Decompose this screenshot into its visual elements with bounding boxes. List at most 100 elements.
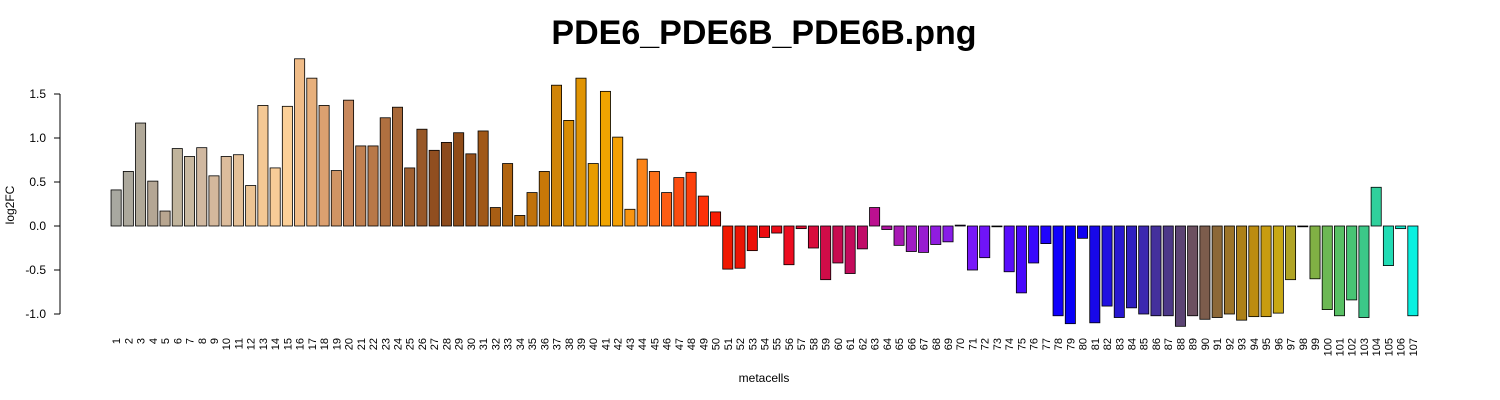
bar-69 <box>942 225 954 243</box>
bar-85 <box>1138 225 1150 315</box>
bar-91 <box>1211 225 1223 318</box>
x-tick-label-105: 105 <box>1383 338 1395 356</box>
x-tick-label-17: 17 <box>307 338 319 350</box>
bar-105 <box>1382 225 1394 266</box>
bar-11 <box>232 154 244 227</box>
bar-7 <box>184 156 195 227</box>
x-tick-label-32: 32 <box>490 338 502 350</box>
bar-29 <box>453 132 465 227</box>
x-tick-label-96: 96 <box>1273 338 1285 350</box>
bar-27 <box>428 149 440 227</box>
bar-46 <box>661 192 673 227</box>
x-tick-label-64: 64 <box>882 338 894 350</box>
y-tick-label: 0.0 <box>29 219 46 233</box>
x-tick-label-103: 103 <box>1359 338 1371 356</box>
bar-65 <box>893 225 905 246</box>
x-tick-label-94: 94 <box>1249 338 1261 350</box>
bar-81 <box>1089 225 1101 324</box>
bar-53 <box>746 225 758 252</box>
y-tick-label: 1.0 <box>29 131 46 145</box>
bar-45 <box>648 171 660 227</box>
bars <box>110 58 1419 327</box>
bar-15 <box>281 105 293 227</box>
bar-2 <box>122 171 134 227</box>
bar-63 <box>869 207 881 227</box>
bar-59 <box>820 225 832 281</box>
x-tick-label-16: 16 <box>295 338 307 350</box>
bar-62 <box>856 225 868 250</box>
bar-92 <box>1223 225 1235 315</box>
bar-23 <box>379 117 391 227</box>
x-tick-label-35: 35 <box>527 338 539 350</box>
x-tick-label-5: 5 <box>160 338 172 344</box>
bar-10 <box>220 156 232 227</box>
x-tick-label-76: 76 <box>1029 338 1041 350</box>
bar-86 <box>1150 225 1162 317</box>
x-tick-label-38: 38 <box>564 338 576 350</box>
bar-74 <box>1003 225 1015 273</box>
bar-44 <box>636 158 648 227</box>
x-tick-label-80: 80 <box>1078 338 1090 350</box>
x-tick-label-106: 106 <box>1396 338 1408 356</box>
x-tick-label-2: 2 <box>123 338 135 344</box>
bar-93 <box>1236 225 1248 321</box>
bar-1 <box>110 189 122 227</box>
bar-54 <box>759 225 770 238</box>
x-tick-label-19: 19 <box>331 338 343 350</box>
x-tick-label-45: 45 <box>649 338 661 350</box>
x-tick-label-49: 49 <box>698 338 710 350</box>
x-tick-label-50: 50 <box>711 338 723 350</box>
x-tick-label-63: 63 <box>870 338 882 350</box>
x-tick-label-54: 54 <box>760 338 772 350</box>
x-axis-label: metacells <box>739 371 790 385</box>
bar-95 <box>1260 225 1272 318</box>
x-tick-label-69: 69 <box>943 338 955 350</box>
x-tick-label-83: 83 <box>1114 338 1126 350</box>
bar-19 <box>330 170 342 227</box>
x-tick-label-10: 10 <box>221 338 233 350</box>
x-tick-label-37: 37 <box>552 338 564 350</box>
bar-84 <box>1126 225 1137 309</box>
x-tick-label-28: 28 <box>441 338 453 350</box>
x-tick-label-20: 20 <box>344 338 356 350</box>
x-tick-label-14: 14 <box>270 338 282 350</box>
x-tick-label-39: 39 <box>576 338 588 350</box>
x-tick-label-95: 95 <box>1261 338 1273 350</box>
bar-35 <box>526 192 538 227</box>
x-tick-label-23: 23 <box>380 338 392 350</box>
y-axis-label: log2FC <box>3 185 17 224</box>
bar-40 <box>587 163 599 227</box>
x-tick-label-61: 61 <box>845 338 857 350</box>
bar-12 <box>245 185 257 227</box>
x-tick-label-52: 52 <box>735 338 747 350</box>
bar-38 <box>563 120 575 227</box>
bar-66 <box>905 225 917 252</box>
x-tick-label-87: 87 <box>1163 338 1175 350</box>
bar-21 <box>355 145 367 227</box>
y-axis: -1.0 -0.5 0.0 0.5 1.0 1.5 <box>25 87 61 321</box>
bar-106 <box>1395 225 1407 230</box>
x-tick-label-91: 91 <box>1212 338 1224 350</box>
x-tick-label-72: 72 <box>980 338 992 350</box>
bar-14 <box>269 167 281 227</box>
y-tick-label: 0.5 <box>29 175 46 189</box>
bar-47 <box>673 177 685 227</box>
bar-18 <box>318 105 330 227</box>
x-tick-label-104: 104 <box>1371 338 1383 356</box>
bar-16 <box>294 58 306 227</box>
bar-98 <box>1297 225 1309 228</box>
x-tick-label-47: 47 <box>674 338 686 350</box>
bar-83 <box>1113 225 1125 318</box>
x-tick-label-44: 44 <box>637 338 649 350</box>
x-tick-label-29: 29 <box>454 338 466 350</box>
x-tick-label-1: 1 <box>111 338 123 344</box>
bar-36 <box>538 171 550 227</box>
x-tick-label-70: 70 <box>955 338 967 350</box>
x-tick-label-8: 8 <box>197 338 209 344</box>
x-tick-label-42: 42 <box>613 338 625 350</box>
bar-89 <box>1187 225 1199 317</box>
bar-100 <box>1321 225 1333 310</box>
x-tick-label-7: 7 <box>185 338 197 344</box>
x-tick-label-51: 51 <box>723 338 735 350</box>
